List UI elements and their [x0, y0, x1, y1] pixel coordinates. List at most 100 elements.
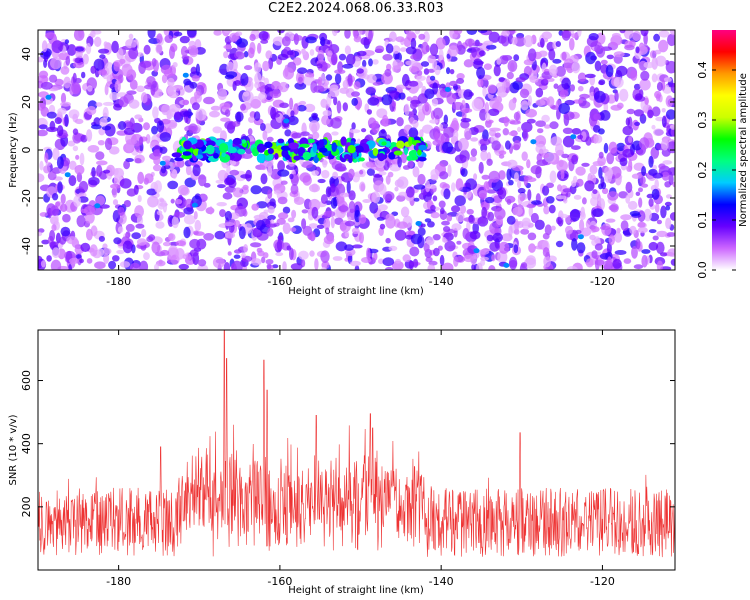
heatmap-cell — [391, 260, 404, 270]
heatmap-cell — [287, 50, 294, 56]
heatmap-cell — [206, 144, 215, 155]
heatmap-cell — [282, 222, 291, 234]
heatmap-cell — [106, 164, 116, 177]
heatmap-cell — [435, 37, 446, 50]
heatmap-cell — [592, 208, 604, 218]
heatmap-cell — [256, 153, 265, 163]
heatmap-cell — [477, 78, 484, 88]
heatmap-cell — [329, 87, 340, 98]
heatmap-cell — [203, 96, 215, 105]
heatmap-cell — [656, 241, 665, 254]
heatmap-cell — [279, 102, 289, 109]
heatmap-cell — [488, 170, 501, 183]
heatmap-cell — [134, 114, 143, 120]
heatmap-cell — [432, 195, 438, 202]
heatmap-cell — [226, 61, 235, 75]
heatmap-cell — [227, 146, 237, 154]
heatmap-cell — [367, 97, 380, 106]
heatmap-cell — [395, 36, 405, 43]
heatmap-cell — [362, 59, 367, 68]
heatmap-cell — [191, 202, 198, 208]
heatmap-cell — [50, 205, 59, 217]
heatmap-cell — [102, 106, 109, 120]
heatmap-cell — [159, 132, 171, 142]
heatmap-cell — [604, 171, 613, 183]
heatmap-cell — [351, 97, 359, 106]
heatmap-cell — [561, 77, 571, 90]
heatmap-cell — [425, 180, 431, 193]
heatmap-cell — [110, 183, 121, 189]
heatmap-cell — [348, 168, 355, 179]
heatmap-cell — [479, 193, 487, 200]
heatmap-cell — [38, 231, 43, 237]
heatmap-cell — [639, 78, 651, 91]
heatmap-cell — [535, 99, 546, 107]
heatmap-cell — [86, 129, 93, 142]
heatmap-cell — [443, 114, 448, 125]
heatmap-cell — [275, 252, 284, 257]
heatmap-cell — [482, 86, 487, 98]
heatmap-cell — [415, 221, 422, 226]
heatmap-cell — [655, 116, 664, 122]
heatmap-cell — [49, 74, 58, 83]
heatmap-cell — [422, 103, 432, 116]
heatmap-cell — [104, 137, 113, 151]
heatmap-cell — [196, 154, 204, 160]
heatmap-cell — [95, 102, 103, 107]
heatmap-cell — [72, 128, 79, 135]
heatmap-cell — [169, 46, 175, 59]
heatmap-cell — [155, 221, 165, 229]
heatmap-cell — [468, 214, 475, 224]
heatmap-cell — [274, 153, 279, 160]
heatmap-cell — [102, 248, 112, 255]
heatmap-cell — [236, 38, 249, 48]
heatmap-cell — [154, 180, 162, 193]
heatmap-cell — [125, 139, 137, 145]
heatmap-cell — [640, 70, 650, 81]
heatmap-cell — [491, 254, 496, 262]
heatmap-cell — [49, 229, 56, 242]
heatmap-cell — [354, 145, 364, 153]
heatmap-cell — [336, 100, 342, 114]
heatmap-cell — [579, 93, 590, 99]
x-tick-label: -160 — [267, 575, 292, 588]
heatmap-cell — [232, 80, 237, 92]
heatmap-cell — [543, 78, 548, 84]
heatmap-cell — [69, 257, 79, 264]
heatmap-cell — [55, 201, 61, 207]
heatmap-cell — [653, 33, 660, 42]
heatmap-cell — [151, 125, 158, 135]
heatmap-cell — [209, 110, 220, 118]
heatmap-cell — [49, 241, 59, 249]
heatmap-cell — [425, 236, 435, 246]
heatmap-cell — [278, 81, 289, 93]
colorbar-tick-label: 0.0 — [696, 261, 709, 279]
heatmap-cell — [219, 209, 226, 218]
heatmap-cell — [314, 258, 319, 270]
heatmap-cell — [344, 231, 350, 238]
heatmap-cell — [470, 137, 479, 142]
heatmap-cell — [245, 169, 253, 182]
heatmap-cell — [637, 227, 648, 234]
heatmap-cell — [648, 155, 654, 168]
heatmap-cell — [648, 241, 659, 251]
heatmap-cell — [486, 44, 497, 50]
heatmap-cell — [371, 191, 381, 204]
heatmap-cell — [544, 224, 552, 236]
heatmap-cell — [74, 118, 84, 125]
heatmap-cell — [69, 160, 77, 170]
heatmap-cell — [89, 244, 98, 257]
heatmap-cell — [377, 153, 385, 162]
heatmap-cell — [580, 227, 592, 237]
heatmap-cell — [669, 30, 675, 36]
heatmap-cell — [486, 189, 497, 194]
heatmap-cell — [600, 176, 605, 188]
heatmap-cell — [441, 262, 454, 270]
heatmap-cell — [40, 81, 53, 90]
heatmap-cell — [476, 66, 486, 79]
heatmap-cell — [188, 123, 198, 134]
heatmap-cell — [535, 143, 546, 154]
heatmap-cell — [352, 30, 359, 39]
heatmap-cell — [125, 38, 137, 49]
heatmap-cell — [317, 50, 325, 62]
